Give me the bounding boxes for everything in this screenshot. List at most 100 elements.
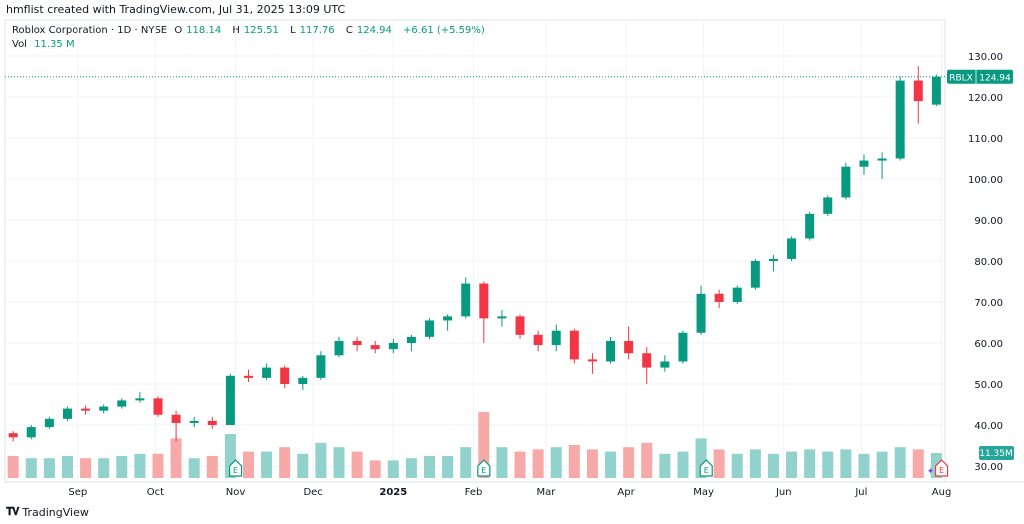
candle-body xyxy=(714,293,724,302)
volume-bar xyxy=(641,442,653,478)
volume-bar xyxy=(279,447,291,478)
candle-body xyxy=(642,353,652,368)
candle-body xyxy=(62,408,72,419)
y-tick-label: 90.00 xyxy=(974,216,1003,227)
chart-credit: hmflist created with TradingView.com, Ju… xyxy=(6,3,346,16)
candle-body xyxy=(750,261,760,288)
y-tick-label: 120.00 xyxy=(968,93,1003,104)
earnings-marker-icon xyxy=(477,459,491,477)
volume-bar xyxy=(786,451,798,478)
candle-body xyxy=(479,283,489,319)
volume-bar xyxy=(206,456,218,478)
candle-body xyxy=(81,408,91,411)
footer-brand: TradingView xyxy=(22,505,89,519)
tradingview-logo-icon: 𝐓𝐕 xyxy=(6,505,19,518)
close-label: C xyxy=(345,25,353,36)
candle-body xyxy=(515,316,525,335)
volume-bar xyxy=(623,447,635,478)
volume-bar xyxy=(496,447,508,478)
x-tick-label: Aug xyxy=(932,487,952,498)
candle-body xyxy=(352,340,362,346)
volume-bar xyxy=(170,438,182,478)
price-badge xyxy=(947,69,1013,84)
volume-bar xyxy=(749,449,761,478)
candle-body xyxy=(8,433,18,438)
volume-bar xyxy=(586,449,598,478)
volume-bar xyxy=(152,453,164,478)
candle-body xyxy=(207,420,217,425)
candle-body xyxy=(696,293,706,333)
volume-bar xyxy=(333,447,345,478)
candle-body xyxy=(606,340,616,362)
candle-body xyxy=(171,414,181,423)
volume-bar xyxy=(876,451,888,478)
volume-bar xyxy=(731,453,743,478)
volume-badge-value: 11.35M xyxy=(979,449,1013,459)
candle-body xyxy=(370,345,380,350)
candle-body xyxy=(587,359,597,362)
y-tick-label: 60.00 xyxy=(974,339,1003,350)
volume-bar xyxy=(858,453,870,478)
volume-bar xyxy=(677,451,689,478)
volume-bar xyxy=(315,442,327,478)
volume-bar xyxy=(116,456,128,478)
volume-label: Vol xyxy=(12,39,27,50)
earnings-marker-icon xyxy=(699,459,713,477)
x-tick-label: Jun xyxy=(775,487,792,498)
symbol-title[interactable]: Roblox Corporation · 1D · NYSE xyxy=(12,25,168,36)
y-tick-label: 110.00 xyxy=(968,134,1003,145)
volume-bar xyxy=(912,449,924,478)
y-tick-label: 40.00 xyxy=(974,421,1003,432)
earnings-marker-label: E xyxy=(704,466,709,475)
volume-bar xyxy=(460,447,472,478)
price-badge-symbol: RBLX xyxy=(949,74,973,84)
candle-body xyxy=(298,377,308,384)
candle-body xyxy=(334,340,344,356)
y-tick-label: 50.00 xyxy=(974,380,1003,391)
volume-bar xyxy=(242,451,254,478)
y-tick-label: 70.00 xyxy=(974,298,1003,309)
low-label: L xyxy=(290,25,296,36)
candle-body xyxy=(189,420,199,423)
upcoming-earnings-marker-icon xyxy=(934,459,949,477)
y-tick-label: 80.00 xyxy=(974,257,1003,268)
candle-body xyxy=(823,197,833,214)
candle-body xyxy=(461,283,471,317)
volume-bar xyxy=(822,451,834,478)
x-tick-label: Apr xyxy=(617,487,635,498)
volume-bar xyxy=(369,460,381,478)
x-tick-label: 2025 xyxy=(379,487,407,498)
symbol-legend: Roblox Corporation · 1D · NYSE O 118.14 H… xyxy=(12,24,489,52)
x-tick-label: Mar xyxy=(536,487,556,498)
volume-badge xyxy=(979,446,1014,460)
high-label: H xyxy=(232,25,240,36)
candle-body xyxy=(117,400,127,407)
candle-body xyxy=(280,367,290,384)
volume-bar xyxy=(224,434,236,478)
volume-bar xyxy=(351,451,363,478)
volume-bar xyxy=(261,451,273,478)
y-tick-label: 100.00 xyxy=(968,175,1003,186)
volume-bar xyxy=(297,453,309,478)
candle-body xyxy=(895,80,905,159)
candle-body xyxy=(678,332,688,362)
candle-body xyxy=(26,427,36,438)
volume-bar xyxy=(514,451,526,478)
candle-body xyxy=(660,361,670,368)
low-value: 117.76 xyxy=(299,25,335,36)
volume-bar xyxy=(804,449,816,478)
candle-body xyxy=(135,398,145,401)
open-label: O xyxy=(174,25,183,36)
x-tick-label: Nov xyxy=(226,487,246,498)
candle-body xyxy=(569,330,579,360)
volume-bar xyxy=(713,449,725,478)
candle-body xyxy=(859,160,869,167)
volume-bar xyxy=(478,412,490,478)
candle-body xyxy=(768,258,778,261)
volume-bar xyxy=(568,445,580,478)
pane-border xyxy=(4,19,946,483)
volume-bar xyxy=(7,456,19,478)
earnings-marker-label: E xyxy=(939,466,944,475)
volume-bar xyxy=(134,453,146,478)
